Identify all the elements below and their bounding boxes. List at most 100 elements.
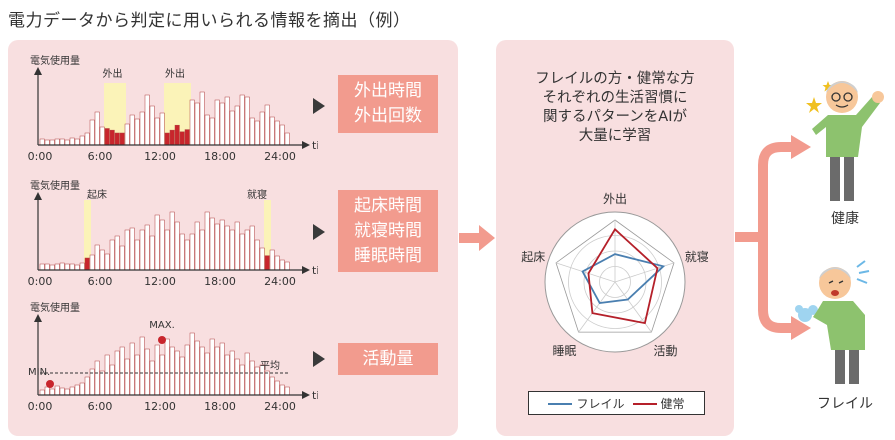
arrow-icon bbox=[313, 98, 325, 114]
outcome-healthy: 健康 bbox=[831, 211, 859, 227]
usage-bar bbox=[104, 128, 110, 146]
legend-frail: フレイル bbox=[548, 395, 625, 412]
usage-bar bbox=[239, 364, 245, 396]
usage-bar bbox=[269, 376, 275, 396]
x-axis-arrow-icon bbox=[302, 266, 310, 274]
usage-bar bbox=[109, 129, 115, 146]
radar-axis-label: 活動 bbox=[654, 344, 678, 358]
usage-bar bbox=[229, 229, 235, 271]
outing-chart: 電気使用量 time 0:00 6:00 12:00 18:00 24:00 外出 外出 bbox=[28, 55, 318, 163]
usage-bar bbox=[174, 124, 180, 146]
usage-bar bbox=[49, 139, 55, 146]
usage-bar bbox=[209, 338, 215, 396]
usage-bar bbox=[189, 99, 195, 146]
usage-bar bbox=[64, 388, 70, 396]
annotation-outing-1: 外出 bbox=[103, 67, 123, 80]
usage-bar bbox=[184, 239, 190, 271]
usage-bar bbox=[284, 261, 290, 271]
x-tick-label: 0:00 bbox=[28, 150, 53, 163]
legend-healthy: 健常 bbox=[632, 395, 685, 412]
x-tick-label: 18:00 bbox=[204, 400, 236, 413]
radar-outline bbox=[555, 219, 675, 333]
arrow-icon bbox=[313, 224, 325, 240]
usage-bar bbox=[49, 388, 55, 396]
y-axis-arrow-icon bbox=[34, 314, 42, 322]
usage-bar bbox=[219, 219, 225, 271]
usage-bar bbox=[274, 380, 280, 396]
usage-bar bbox=[129, 114, 135, 146]
x-tick-label: 18:00 bbox=[204, 275, 236, 288]
usage-bar bbox=[94, 111, 100, 146]
annotation-average: 平均 bbox=[260, 360, 280, 372]
usage-bar bbox=[179, 131, 185, 146]
y-axis-arrow-icon bbox=[34, 67, 42, 75]
x-axis-arrow-icon bbox=[302, 391, 310, 399]
annotation-min: MIN. bbox=[28, 367, 50, 378]
usage-bar bbox=[139, 336, 145, 396]
max-marker bbox=[158, 336, 166, 344]
usage-bar bbox=[179, 233, 185, 271]
usage-bar bbox=[219, 342, 225, 396]
usage-bar bbox=[204, 114, 210, 146]
usage-bar bbox=[164, 132, 170, 146]
highlight-band bbox=[84, 200, 91, 270]
usage-bar bbox=[204, 352, 210, 396]
radar-legend: フレイル 健常 bbox=[528, 391, 705, 415]
annotation-outing-2: 外出 bbox=[165, 67, 185, 80]
radar-axis-label: 睡眠 bbox=[552, 344, 576, 358]
y-axis-arrow-icon bbox=[34, 192, 42, 200]
usage-bar bbox=[159, 112, 165, 146]
usage-bar bbox=[209, 117, 215, 146]
usage-bar bbox=[149, 235, 155, 271]
x-tick-label: 24:00 bbox=[264, 150, 296, 163]
usage-bar bbox=[99, 126, 105, 146]
usage-bar bbox=[99, 370, 105, 396]
usage-bar bbox=[224, 225, 230, 271]
usage-bar bbox=[94, 360, 100, 396]
highlight-band bbox=[264, 200, 271, 270]
usage-bar bbox=[214, 223, 220, 271]
usage-bar bbox=[69, 263, 75, 271]
usage-bar bbox=[224, 354, 230, 396]
usage-bar bbox=[109, 364, 115, 396]
y-axis-label: 電気使用量 bbox=[30, 180, 80, 192]
usage-bar bbox=[234, 221, 240, 271]
usage-bar bbox=[144, 224, 150, 271]
usage-bar bbox=[244, 229, 250, 271]
flow-arrow-icon bbox=[459, 225, 495, 251]
usage-bar bbox=[204, 211, 210, 271]
usage-bar bbox=[144, 94, 150, 146]
usage-bar bbox=[169, 211, 175, 271]
radar-axis-label: 起床 bbox=[521, 250, 545, 264]
usage-bar bbox=[54, 138, 60, 146]
usage-bar bbox=[184, 344, 190, 396]
usage-bar bbox=[199, 229, 205, 271]
usage-bar bbox=[199, 346, 205, 396]
usage-bar bbox=[119, 346, 125, 396]
usage-bar bbox=[79, 135, 85, 146]
x-tick-label: 24:00 bbox=[264, 275, 296, 288]
y-axis-label: 電気使用量 bbox=[30, 55, 80, 67]
x-tick-label: 0:00 bbox=[28, 400, 53, 413]
usage-bar bbox=[189, 332, 195, 396]
healthy-person-icon bbox=[806, 81, 884, 201]
result-outing-time: 外出時間 bbox=[354, 81, 422, 101]
usage-bar bbox=[154, 117, 160, 146]
outcome-frail: フレイル bbox=[817, 396, 873, 412]
usage-bar bbox=[169, 346, 175, 396]
result-activity: 活動量 bbox=[362, 348, 414, 369]
radar-spoke bbox=[578, 281, 616, 333]
usage-bar bbox=[224, 96, 230, 146]
usage-bar bbox=[189, 233, 195, 271]
usage-bar bbox=[59, 138, 65, 146]
annotation-max: MAX. bbox=[149, 320, 175, 331]
usage-bar bbox=[199, 91, 205, 146]
usage-bar bbox=[139, 229, 145, 271]
ai-text-line: 関するパターンをAIが bbox=[543, 109, 687, 125]
x-tick-label: 12:00 bbox=[144, 150, 176, 163]
usage-bar bbox=[219, 102, 225, 146]
usage-bar bbox=[104, 354, 110, 396]
x-tick-label: 12:00 bbox=[144, 400, 176, 413]
x-tick-label: 6:00 bbox=[88, 150, 113, 163]
